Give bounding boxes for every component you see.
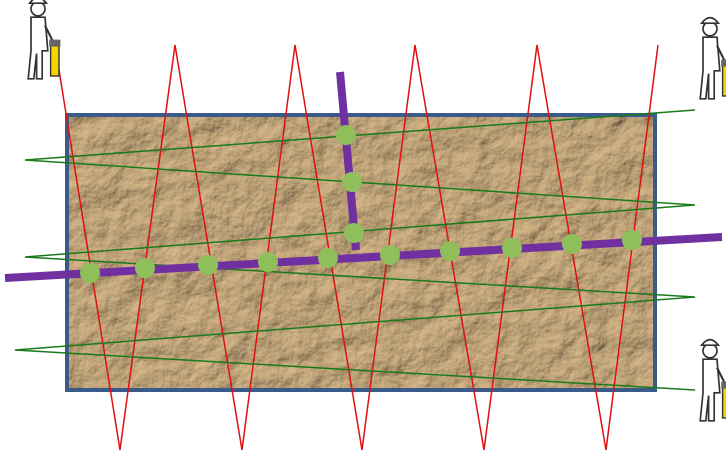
detection-point <box>502 238 522 258</box>
detection-point <box>344 223 364 243</box>
surveyor-figure <box>700 18 726 99</box>
detection-point <box>80 263 100 283</box>
diagram <box>0 0 726 453</box>
surveyor-figure <box>700 340 726 421</box>
detection-point <box>562 234 582 254</box>
surveyor-figure <box>28 0 60 79</box>
detection-point <box>198 255 218 275</box>
detection-point <box>135 258 155 278</box>
detection-point <box>258 252 278 272</box>
detection-point <box>336 125 356 145</box>
detection-point <box>380 245 400 265</box>
detection-point <box>440 241 460 261</box>
detection-point <box>318 248 338 268</box>
detection-point <box>622 230 642 250</box>
detection-point <box>342 172 362 192</box>
